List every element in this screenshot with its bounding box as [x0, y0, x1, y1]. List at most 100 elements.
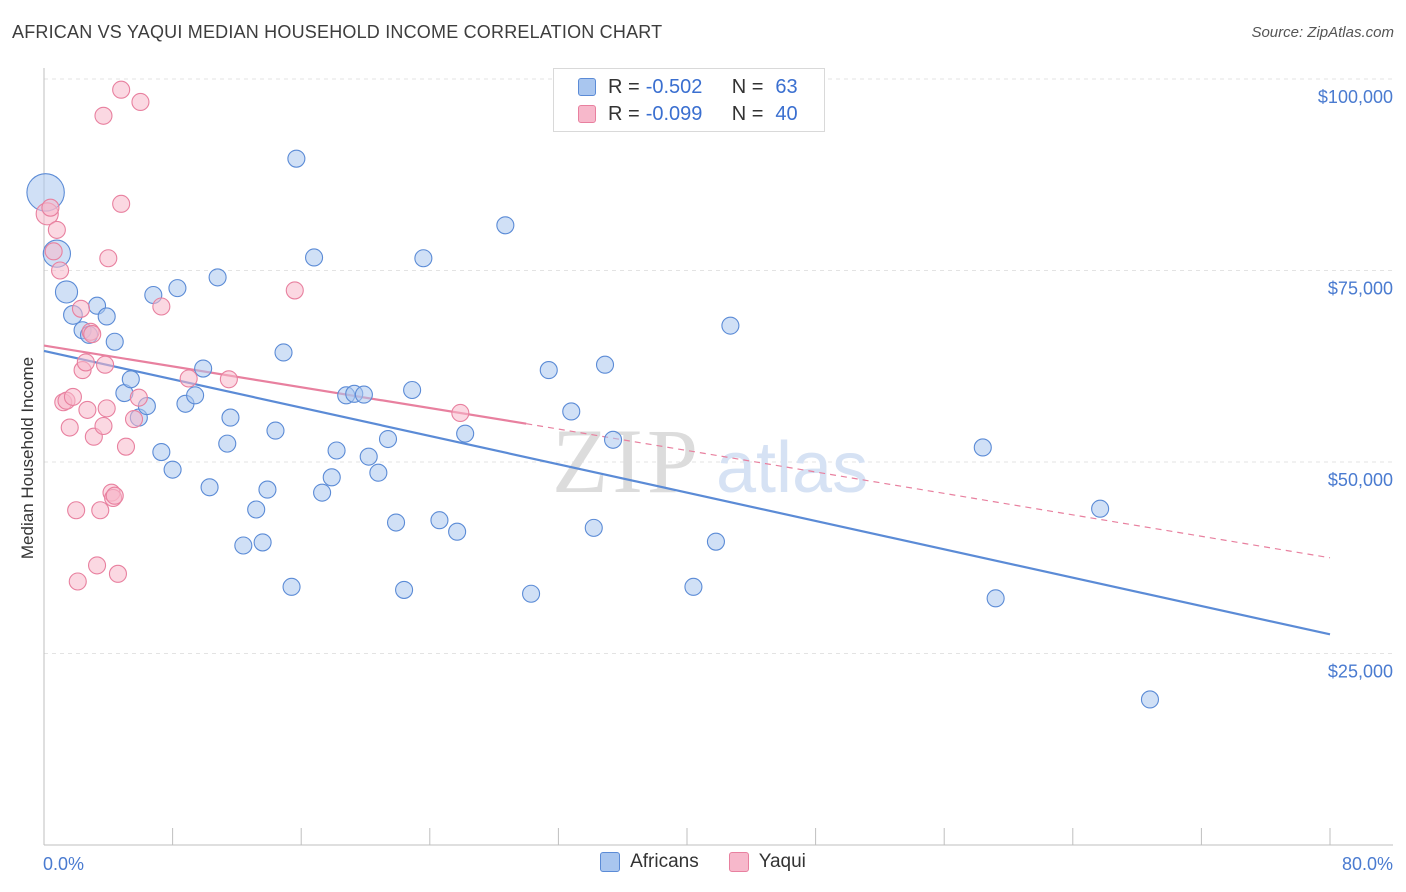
data-point-yaqui: [105, 486, 124, 505]
data-point-yaqui: [41, 198, 60, 217]
data-point-africans: [105, 332, 124, 351]
data-point-africans: [327, 441, 346, 460]
bottom-legend-swatch-yaqui: [728, 852, 749, 872]
data-point-yaqui: [116, 437, 136, 456]
data-point-yaqui: [179, 369, 198, 388]
data-point-africans: [684, 577, 703, 596]
data-point-africans: [522, 584, 541, 603]
data-point-africans: [562, 402, 581, 421]
data-point-africans: [97, 307, 116, 326]
data-point-yaqui: [71, 299, 91, 318]
data-point-africans: [414, 249, 433, 268]
data-point-africans: [121, 370, 140, 389]
legend: R = -0.502 N = 63 R = -0.099 N = 40: [553, 68, 825, 132]
data-point-yaqui: [83, 325, 102, 344]
x-tick-label-max: 80.0%: [1342, 854, 1393, 874]
data-point-yaqui: [87, 556, 107, 575]
data-point-africans: [287, 149, 306, 168]
data-point-africans: [54, 280, 79, 304]
data-point-yaqui: [112, 194, 131, 213]
data-point-yaqui: [152, 297, 171, 316]
data-point-yaqui: [129, 388, 148, 407]
trend-line-yaqui: [43, 344, 527, 425]
trend-lines: [43, 344, 1331, 636]
y-axis-label: Median Household Income: [18, 357, 37, 559]
data-point-yaqui: [97, 399, 116, 418]
data-point-africans: [369, 463, 388, 482]
legend-n-value: 40: [775, 102, 798, 125]
data-point-africans: [1091, 499, 1110, 518]
data-point-africans: [721, 316, 740, 335]
legend-r-value: -0.502: [645, 75, 703, 98]
data-point-yaqui: [94, 416, 113, 436]
bottom-legend-swatch-africans: [600, 852, 621, 872]
data-point-yaqui: [76, 353, 95, 372]
data-point-africans: [973, 438, 992, 457]
data-point-africans: [266, 421, 285, 440]
watermark-zip: ZIP: [552, 410, 702, 512]
data-point-yaqui: [94, 106, 113, 125]
data-point-africans: [354, 385, 373, 404]
grid: [44, 78, 1393, 654]
bottom-legend-label: Africans: [630, 851, 699, 872]
data-point-africans: [258, 480, 277, 499]
data-point-africans: [208, 268, 227, 287]
data-point-yaqui: [67, 501, 86, 520]
data-point-africans: [247, 500, 266, 519]
data-point-yaqui: [285, 281, 304, 300]
chart-title: AFRICAN VS YAQUI MEDIAN HOUSEHOLD INCOME…: [12, 22, 663, 42]
y-tick-label: $75,000: [1328, 279, 1393, 299]
data-point-africans: [595, 355, 615, 374]
data-point-yaqui: [108, 564, 127, 583]
y-tick-labels: $25,000 $50,000 $75,000 $100,000: [1318, 87, 1393, 682]
data-point-africans: [168, 279, 187, 298]
trend-line-extension-yaqui: [526, 423, 1331, 559]
legend-n-value: 63: [775, 75, 798, 98]
data-point-yaqui: [44, 242, 63, 261]
source-label: Source: ZipAtlas.com: [1251, 24, 1394, 41]
data-point-africans: [430, 511, 449, 530]
data-point-africans: [186, 386, 205, 405]
bottom-legend: Africans Yaqui: [0, 851, 1406, 873]
data-point-yaqui: [112, 80, 131, 99]
data-point-africans: [604, 430, 623, 449]
data-point-africans: [194, 359, 213, 378]
trend-line-africans: [43, 349, 1331, 636]
bottom-legend-africans: Africans: [600, 851, 699, 873]
legend-r-label: R =: [608, 75, 640, 98]
data-point-yaqui: [96, 355, 115, 374]
data-point-africans: [403, 380, 422, 400]
data-point-africans: [539, 361, 558, 380]
data-point-africans: [163, 460, 182, 479]
data-point-africans: [218, 434, 237, 453]
data-point-yaqui: [47, 220, 66, 239]
data-point-africans: [322, 468, 341, 487]
data-point-africans: [313, 483, 332, 502]
data-points: [26, 80, 1160, 709]
legend-row-africans: R = -0.502 N = 63: [578, 73, 798, 101]
data-point-yaqui: [99, 249, 118, 268]
bottom-legend-yaqui: Yaqui: [728, 851, 806, 873]
data-point-yaqui: [60, 418, 79, 437]
data-point-africans: [986, 589, 1005, 608]
data-point-africans: [282, 577, 301, 596]
y-tick-label: $100,000: [1318, 87, 1393, 107]
legend-r-value: -0.099: [645, 102, 703, 125]
data-point-yaqui: [51, 261, 70, 280]
data-point-africans: [234, 536, 253, 555]
data-point-africans: [253, 533, 272, 552]
data-point-africans: [378, 429, 398, 449]
data-point-yaqui: [131, 92, 150, 112]
data-point-africans: [274, 343, 293, 362]
data-point-africans: [152, 442, 171, 462]
legend-swatch-africans: [578, 78, 596, 96]
data-point-yaqui: [124, 410, 144, 429]
data-point-africans: [448, 522, 467, 541]
data-point-africans: [584, 518, 603, 537]
data-point-yaqui: [63, 387, 82, 406]
data-point-africans: [305, 248, 324, 267]
data-point-yaqui: [68, 572, 87, 591]
data-point-yaqui: [91, 501, 110, 520]
data-point-africans: [200, 478, 219, 497]
data-point-africans: [496, 216, 515, 235]
